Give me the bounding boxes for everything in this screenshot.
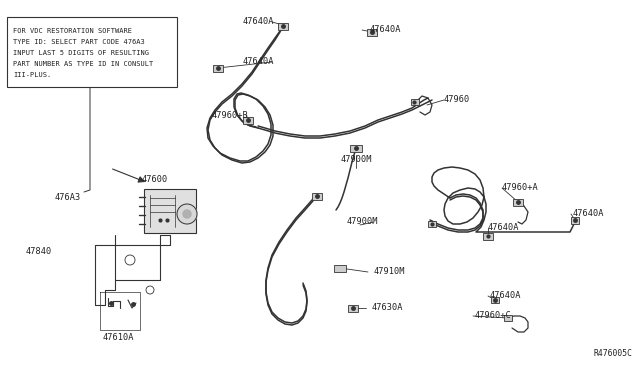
- Bar: [350, 144, 362, 151]
- Text: 47960+B: 47960+B: [211, 110, 248, 119]
- Bar: [483, 232, 493, 240]
- Circle shape: [177, 204, 197, 224]
- Bar: [513, 199, 523, 205]
- Text: 47960+A: 47960+A: [502, 183, 539, 192]
- Bar: [491, 297, 499, 303]
- Bar: [243, 116, 253, 124]
- Circle shape: [146, 286, 154, 294]
- Text: R476005C: R476005C: [593, 350, 632, 359]
- Text: 47910M: 47910M: [374, 267, 406, 276]
- Text: 47640A: 47640A: [573, 209, 605, 218]
- Text: 47600: 47600: [142, 176, 168, 185]
- Bar: [504, 315, 512, 321]
- Text: 47640A: 47640A: [490, 292, 522, 301]
- Bar: [334, 264, 346, 272]
- Text: III-PLUS.: III-PLUS.: [13, 72, 51, 78]
- Bar: [213, 64, 223, 71]
- Text: 47960+C: 47960+C: [475, 311, 512, 321]
- Text: INPUT LAST 5 DIGITS OF RESULTING: INPUT LAST 5 DIGITS OF RESULTING: [13, 50, 149, 56]
- Text: 47640A: 47640A: [370, 26, 401, 35]
- Text: FOR VDC RESTORATION SOFTWARE: FOR VDC RESTORATION SOFTWARE: [13, 28, 132, 34]
- FancyBboxPatch shape: [144, 189, 196, 233]
- Bar: [411, 99, 419, 105]
- Circle shape: [183, 210, 191, 218]
- Circle shape: [125, 255, 135, 265]
- Bar: [428, 221, 436, 227]
- Text: TYPE ID: SELECT PART CODE 476A3: TYPE ID: SELECT PART CODE 476A3: [13, 39, 145, 45]
- Bar: [571, 217, 579, 224]
- Text: 47630A: 47630A: [372, 304, 403, 312]
- Text: 47640A: 47640A: [488, 224, 520, 232]
- FancyBboxPatch shape: [7, 17, 177, 87]
- Text: 47640A: 47640A: [243, 58, 274, 67]
- Text: PART NUMBER AS TYPE ID IN CONSULT: PART NUMBER AS TYPE ID IN CONSULT: [13, 61, 153, 67]
- Text: 47840: 47840: [26, 247, 52, 257]
- Bar: [278, 22, 288, 29]
- Text: 47610A: 47610A: [102, 334, 134, 343]
- Bar: [367, 29, 377, 35]
- Text: 476A3: 476A3: [55, 193, 81, 202]
- Bar: [312, 192, 322, 199]
- Text: 47900M: 47900M: [346, 218, 378, 227]
- Text: 47640A: 47640A: [243, 17, 274, 26]
- Bar: [348, 305, 358, 311]
- Text: 47900M: 47900M: [340, 155, 372, 164]
- Text: 47960: 47960: [444, 96, 470, 105]
